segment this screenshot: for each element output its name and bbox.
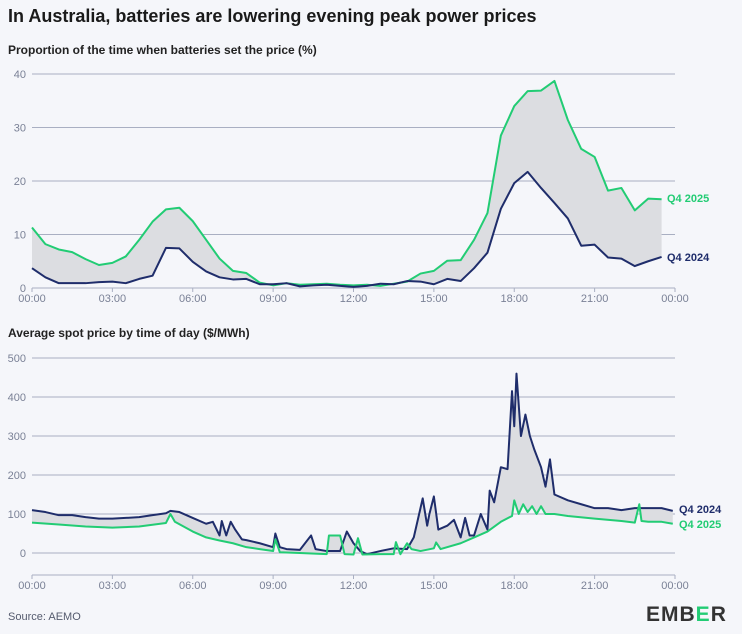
x-tick-label: 03:00: [99, 293, 127, 305]
y-tick-label: 100: [8, 509, 26, 521]
price-chart: 0 100 200 300 400 500 00:00 03:00 06:00 09:00 12:0…: [8, 353, 722, 592]
y-tick-label: 0: [20, 283, 26, 295]
x-tick-label: 06:00: [179, 580, 207, 592]
ember-logo: EMBER: [646, 603, 727, 626]
y-tick-label: 0: [20, 548, 26, 560]
series-label: Q4 2025: [679, 519, 721, 531]
top-chart-subtitle: Proportion of the time when batteries se…: [8, 43, 317, 57]
x-tick-label: 00:00: [661, 293, 689, 305]
chart-title: In Australia, batteries are lowering eve…: [8, 6, 537, 26]
x-tick-label: 21:00: [581, 293, 609, 305]
series-line-q4-2025: [31, 79, 662, 287]
x-tick-label: 15:00: [420, 580, 448, 592]
series-label: Q4 2024: [667, 252, 710, 264]
y-tick-label: 10: [14, 230, 26, 242]
series-line-q4-2024: [31, 372, 674, 556]
source-note: Source: AEMO: [8, 611, 81, 623]
series-line-q4-2025: [31, 499, 673, 556]
x-tick-label: 00:00: [18, 580, 46, 592]
shaded-gap-area: [32, 80, 662, 287]
x-tick-label: 03:00: [99, 580, 127, 592]
x-tick-label: 00:00: [18, 293, 46, 305]
x-tick-label: 00:00: [661, 580, 689, 592]
series-label: Q4 2025: [667, 193, 709, 205]
x-tick-label: 12:00: [340, 293, 368, 305]
y-tick-label: 200: [8, 470, 26, 482]
y-tick-label: 20: [14, 176, 26, 188]
y-tick-label: 300: [8, 431, 26, 443]
x-tick-label: 09:00: [259, 580, 287, 592]
y-tick-label: 500: [8, 353, 26, 365]
x-tick-label: 06:00: [179, 293, 207, 305]
y-tick-label: 40: [14, 69, 26, 81]
x-tick-label: 12:00: [340, 580, 368, 592]
x-tick-label: 18:00: [500, 293, 528, 305]
bottom-chart-subtitle: Average spot price by time of day ($/MWh…: [8, 326, 250, 340]
x-tick-label: 09:00: [259, 293, 287, 305]
x-tick-label: 15:00: [420, 293, 448, 305]
y-tick-label: 400: [8, 392, 26, 404]
battery-share-chart: 0 10 20 30 40 00:00 03:00 06:00 09:00 12:00 15:00 1…: [14, 69, 710, 305]
x-tick-label: 18:00: [500, 580, 528, 592]
x-tick-label: 21:00: [581, 580, 609, 592]
y-tick-label: 30: [14, 123, 26, 135]
series-label: Q4 2024: [679, 504, 722, 516]
series-line-q4-2024: [31, 170, 662, 288]
